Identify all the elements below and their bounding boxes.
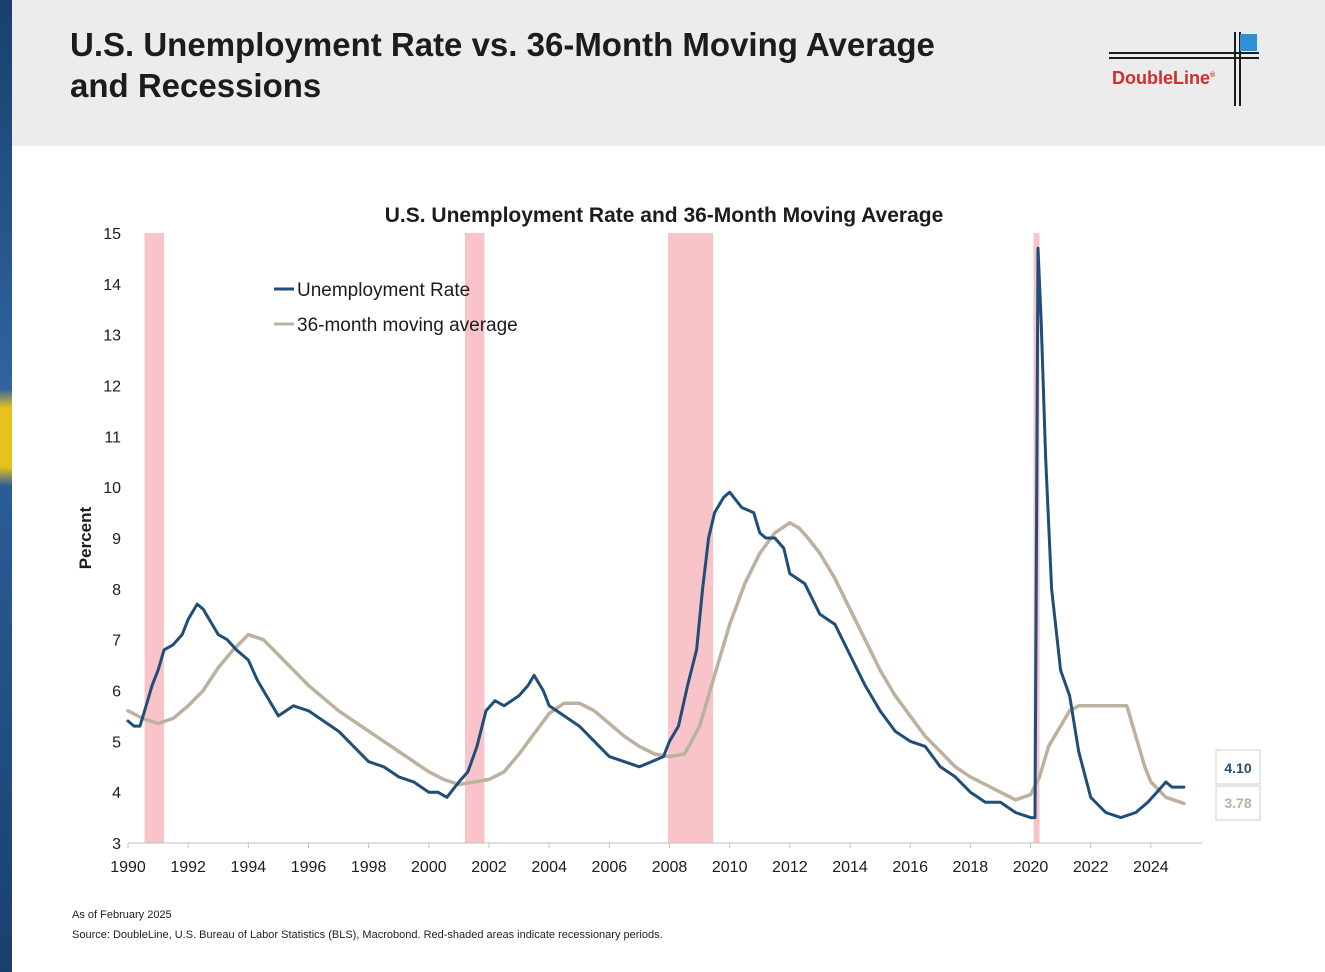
x-tick-label: 2012 (772, 859, 808, 876)
y-tick-label: 10 (103, 480, 121, 497)
doubleline-logo: DoubleLine® (1109, 30, 1269, 110)
y-tick-label: 5 (112, 734, 121, 751)
recession-band-2 (668, 233, 714, 843)
end-label-box-unemployment (1215, 749, 1261, 785)
y-axis-label: Percent (76, 506, 95, 569)
x-tick-label: 2018 (953, 859, 989, 876)
unemployment-chart: U.S. Unemployment Rate and 36-Month Movi… (76, 204, 1261, 876)
end-value-labels: 4.10 3.78 (1215, 749, 1261, 821)
x-tick-label: 2010 (712, 859, 748, 876)
series-lines (126, 246, 1186, 820)
title-line-2: and Recessions (70, 67, 322, 104)
y-tick-label: 9 (112, 531, 121, 548)
x-tick-label: 2020 (1013, 859, 1049, 876)
slide-header: U.S. Unemployment Rate vs. 36-Month Movi… (12, 0, 1325, 146)
x-tick-label: 2008 (652, 859, 688, 876)
source-note: Source: DoubleLine, U.S. Bureau of Labor… (72, 929, 663, 941)
x-tick-label: 2000 (411, 859, 447, 876)
x-tick-label: 2024 (1133, 859, 1169, 876)
end-label-box-moving-average (1215, 785, 1261, 821)
end-label-unemployment: 4.10 (1224, 760, 1251, 776)
chart-title: U.S. Unemployment Rate and 36-Month Movi… (385, 204, 944, 227)
x-tick-label: 1992 (170, 859, 206, 876)
y-tick-label: 11 (104, 429, 121, 446)
y-tick-label: 3 (112, 836, 121, 853)
y-tick-label: 6 (112, 684, 121, 701)
y-tick-label: 15 (103, 226, 121, 243)
recession-band-0 (144, 233, 165, 843)
x-tick-label: 2022 (1073, 859, 1109, 876)
axes: 1990 1992 1994 1996 1998 2000 2002 2004 2006 2008… (103, 226, 1202, 876)
end-label-moving-average: 3.78 (1224, 795, 1251, 811)
x-tick-label: 1998 (351, 859, 387, 876)
logo-registered-mark: ® (1210, 72, 1216, 79)
x-tick-label: 1996 (291, 859, 327, 876)
logo-text: DoubleLine (1112, 68, 1210, 88)
x-tick-label: 1994 (231, 859, 267, 876)
y-tick-label: 12 (103, 379, 121, 396)
y-tick-label: 4 (112, 785, 121, 802)
x-tick-label: 2002 (471, 859, 507, 876)
x-tick-label: 2016 (892, 859, 928, 876)
legend-label-moving-average: 36-month moving average (297, 315, 518, 336)
y-tick-label: 8 (112, 582, 121, 599)
x-tick-label: 2004 (531, 859, 567, 876)
x-tick-label: 2006 (592, 859, 628, 876)
y-tick-label: 7 (112, 633, 121, 650)
logo-square-icon (1240, 34, 1257, 51)
recession-band-1 (464, 233, 485, 843)
x-tick-label: 2014 (832, 859, 868, 876)
series-line-moving-average (126, 521, 1186, 806)
as-of-note: As of February 2025 (72, 909, 172, 921)
title-line-1: U.S. Unemployment Rate vs. 36-Month Movi… (70, 26, 935, 63)
page-title: U.S. Unemployment Rate vs. 36-Month Movi… (70, 24, 935, 106)
legend: Unemployment Rate 36-month moving averag… (274, 280, 518, 336)
x-tick-label: 1990 (110, 859, 146, 876)
series-line-unemployment-rate (126, 246, 1186, 820)
y-tick-label: 14 (103, 277, 121, 294)
y-tick-label: 13 (103, 328, 121, 345)
legend-label-unemployment: Unemployment Rate (297, 280, 470, 301)
background-edge (0, 0, 14, 972)
